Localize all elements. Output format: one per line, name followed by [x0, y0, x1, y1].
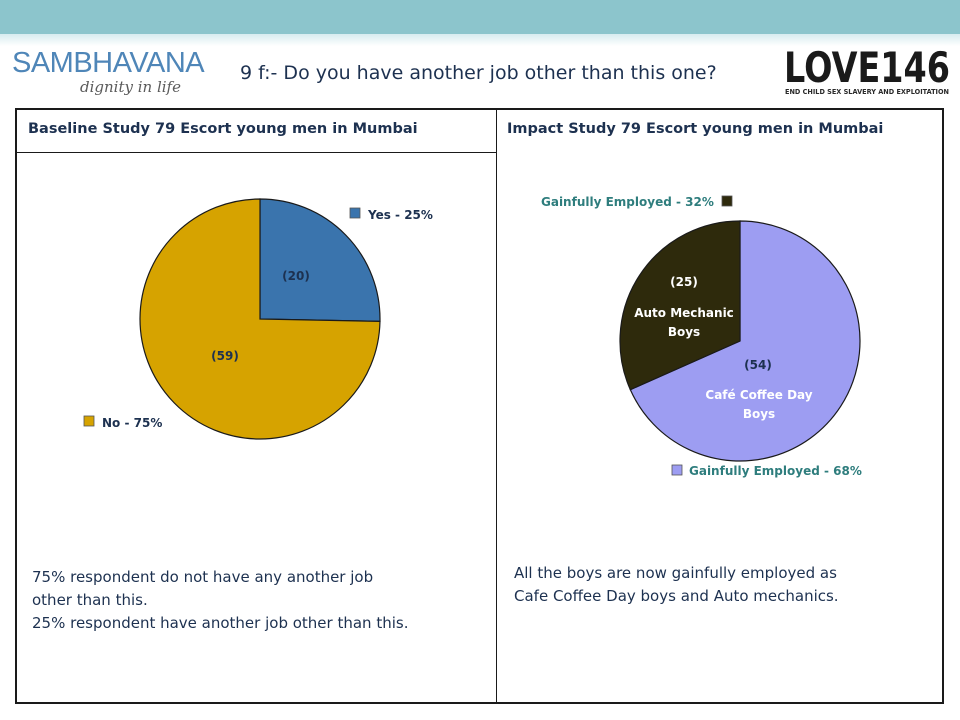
baseline-summary-line-3: 25% respondent have another job other th…	[32, 614, 409, 632]
impact-summary: All the boys are now gainfully employed …	[514, 562, 839, 608]
love146-tagline: END CHILD SEX SLAVERY AND EXPLOITATION	[785, 88, 949, 96]
baseline-column-title: Baseline Study 79 Escort young men in Mu…	[28, 121, 418, 137]
header-underline	[17, 152, 496, 153]
slice-sublabel-1-1-b: Boys	[668, 325, 700, 339]
legend-label-1-0: Gainfully Employed - 68%	[689, 464, 862, 478]
impact-column-title: Impact Study 79 Escort young men in Mumb…	[507, 121, 884, 137]
legend-label-0-0: Yes - 25%	[367, 208, 433, 222]
top-band-fade	[0, 34, 960, 46]
slice-sublabel-1-0-b: Boys	[743, 407, 775, 421]
count-label-0-0: (20)	[282, 269, 310, 283]
love146-logo-text: LOVE146	[784, 44, 950, 92]
legend-swatch-0-1	[83, 415, 95, 427]
column-divider	[496, 110, 497, 702]
sambhavana-logo-text: SAMBHAVANA	[12, 47, 205, 79]
pie-slice-1-0	[629, 220, 861, 462]
pie-slice-0-0	[259, 198, 381, 323]
impact-summary-line-2: Cafe Coffee Day boys and Auto mechanics.	[514, 587, 839, 605]
top-band	[0, 0, 960, 34]
legend-swatch-0-0	[349, 207, 361, 219]
sambhavana-logo: SAMBHAVANA dignity in life	[12, 47, 206, 96]
content-frame	[15, 108, 944, 704]
impact-summary-line-1: All the boys are now gainfully employed …	[514, 564, 837, 582]
legend-swatch-1-0	[671, 464, 683, 476]
legend-swatch-1-1	[721, 195, 733, 207]
slice-sublabel-1-0-a: Café Coffee Day	[705, 388, 812, 402]
pie-slice-0-1	[139, 198, 381, 440]
count-label-1-1: (25)	[670, 275, 698, 289]
sambhavana-tagline: dignity in life	[80, 78, 181, 96]
legend-label-1-1: Gainfully Employed - 32%	[541, 195, 714, 209]
slice-sublabel-1-1-a: Auto Mechanic	[634, 306, 734, 320]
page-title: 9 f:- Do you have another job other than…	[240, 62, 717, 84]
baseline-summary: 75% respondent do not have any another j…	[32, 566, 408, 635]
count-label-0-1: (59)	[211, 349, 239, 363]
baseline-summary-line-1: 75% respondent do not have any another j…	[32, 568, 374, 586]
love146-logo: LOVE146 END CHILD SEX SLAVERY AND EXPLOI…	[784, 44, 950, 96]
legend-label-0-1: No - 75%	[102, 416, 162, 430]
count-label-1-0: (54)	[744, 358, 772, 372]
pie-slice-1-1	[619, 220, 741, 391]
baseline-summary-line-2: other than this.	[32, 591, 148, 609]
